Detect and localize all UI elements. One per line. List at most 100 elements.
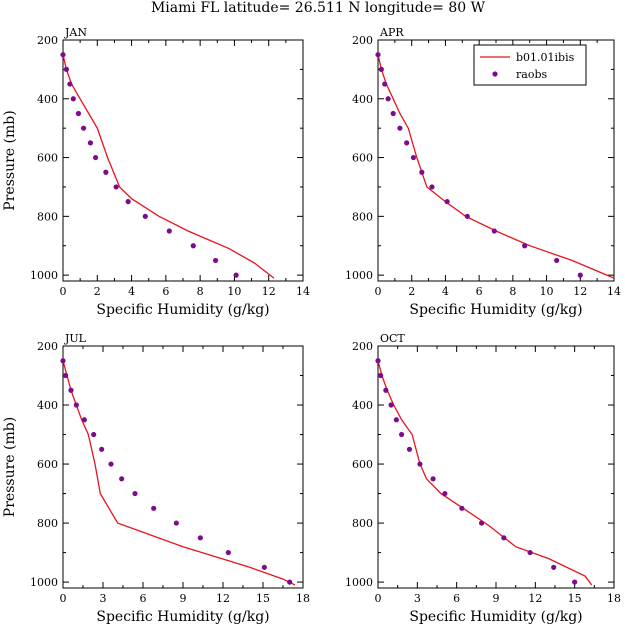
x-axis-label: Specific Humidity (g/kg)	[96, 302, 269, 318]
obs-point	[572, 579, 578, 585]
x-tick-label: 3	[414, 592, 421, 605]
x-axis-label: Specific Humidity (g/kg)	[409, 302, 582, 318]
figure-title: Miami FL latitude= 26.511 N longitude= 8…	[151, 0, 486, 16]
y-axis-label: Pressure (mb)	[2, 417, 18, 517]
obs-point	[459, 505, 465, 511]
x-tick-label: 14	[296, 285, 310, 298]
panel-label: APR	[379, 26, 404, 39]
panel-apr: APR 0 2 4 6 8 10 12 14 200 400 600 800 1000 Specific H…	[345, 26, 621, 318]
x-tick-label: 8	[197, 285, 204, 298]
obs-point	[442, 490, 448, 497]
legend-box	[473, 44, 587, 86]
y-tick-label: 200	[37, 340, 58, 353]
obs-point	[132, 490, 138, 497]
obs-point	[125, 199, 131, 205]
x-tick-label: 9	[493, 592, 500, 605]
obs-point	[419, 169, 425, 175]
x-tick-label: 6	[162, 285, 169, 298]
x-tick-label: 8	[509, 285, 516, 298]
obs-point	[464, 213, 470, 219]
x-tick-label: 12	[216, 592, 230, 605]
panel-oct: OCT 0 3 6 9 12 15 18 200 400 600 800 1000 Specific Hu…	[345, 332, 621, 625]
legend-marker-swatch	[492, 71, 498, 77]
obs-point	[522, 243, 528, 249]
obs-point	[397, 125, 403, 131]
obs-point	[375, 52, 381, 58]
legend-model-label: b01.01ibis	[516, 51, 575, 64]
obs-point	[67, 81, 73, 87]
obs-point	[233, 272, 239, 278]
y-tick-label: 200	[37, 34, 58, 47]
model-line	[62, 360, 296, 586]
x-tick-label: 10	[227, 285, 241, 298]
obs-point	[444, 199, 450, 205]
panel-jul: JUL 0 3 6 9 12 15 18 200 400 600 800 1000 Specific Hu…	[2, 332, 310, 625]
x-tick-label: 6	[453, 592, 460, 605]
obs-point	[399, 431, 405, 438]
obs-point	[385, 96, 391, 102]
x-tick-label: 2	[408, 285, 415, 298]
obs-point	[142, 213, 148, 219]
x-tick-label: 12	[573, 285, 587, 298]
y-tick-label: 1000	[30, 576, 58, 589]
y-tick-label: 1000	[30, 269, 58, 282]
model-line	[62, 54, 275, 279]
x-tick-label: 6	[476, 285, 483, 298]
obs-point	[190, 243, 196, 249]
x-tick-label: 0	[60, 285, 67, 298]
obs-point	[261, 564, 267, 570]
obs-point	[430, 476, 436, 482]
y-tick-label: 400	[352, 93, 373, 106]
panel-label: OCT	[380, 332, 405, 345]
obs-point	[151, 505, 157, 511]
x-tick-label: 14	[607, 285, 621, 298]
obs-point	[225, 549, 231, 556]
obs-point	[70, 96, 76, 102]
obs-point	[99, 446, 105, 452]
obs-point	[491, 228, 497, 234]
model-line	[377, 54, 615, 279]
x-tick-label: 2	[94, 285, 101, 298]
x-tick-label: 4	[128, 285, 135, 298]
x-tick-label: 12	[528, 592, 542, 605]
obs-point	[173, 520, 179, 526]
obs-point	[68, 387, 74, 393]
obs-point	[287, 579, 293, 585]
x-tick-label: 12	[262, 285, 276, 298]
y-tick-label: 800	[352, 210, 373, 223]
legend: b01.01ibis raobs	[473, 44, 587, 86]
x-tick-label: 18	[296, 592, 310, 605]
x-tick-label: 15	[256, 592, 270, 605]
plot-frame	[377, 345, 615, 589]
y-tick-label: 600	[352, 458, 373, 471]
x-tick-label: 6	[140, 592, 147, 605]
obs-point	[390, 110, 396, 117]
obs-point	[92, 154, 99, 161]
y-tick-label: 200	[352, 34, 373, 47]
obs-point	[119, 476, 125, 482]
obs-point	[103, 169, 109, 175]
x-tick-label: 4	[442, 285, 449, 298]
x-tick-label: 15	[568, 592, 582, 605]
y-tick-label: 600	[37, 458, 58, 471]
obs-point	[166, 228, 172, 234]
obs-point	[501, 535, 507, 541]
panel-label: JUL	[64, 332, 87, 345]
obs-point	[406, 446, 413, 452]
panel-jan: JAN 0 2 4 6 8 10 12 14 200 400 600 800 1000 Specific H…	[2, 26, 310, 318]
x-tick-label: 10	[540, 285, 554, 298]
obs-point	[87, 140, 94, 146]
obs-point	[383, 387, 389, 393]
obs-point	[60, 52, 66, 58]
obs-point	[375, 358, 381, 364]
y-tick-label: 400	[37, 93, 58, 106]
obs-point	[63, 372, 69, 379]
y-tick-label: 600	[352, 152, 373, 165]
obs-point	[378, 66, 384, 72]
obs-point	[378, 372, 384, 379]
y-tick-label: 800	[37, 210, 58, 223]
y-tick-label: 600	[37, 152, 58, 165]
x-tick-label: 0	[60, 592, 67, 605]
obs-point	[410, 154, 416, 161]
